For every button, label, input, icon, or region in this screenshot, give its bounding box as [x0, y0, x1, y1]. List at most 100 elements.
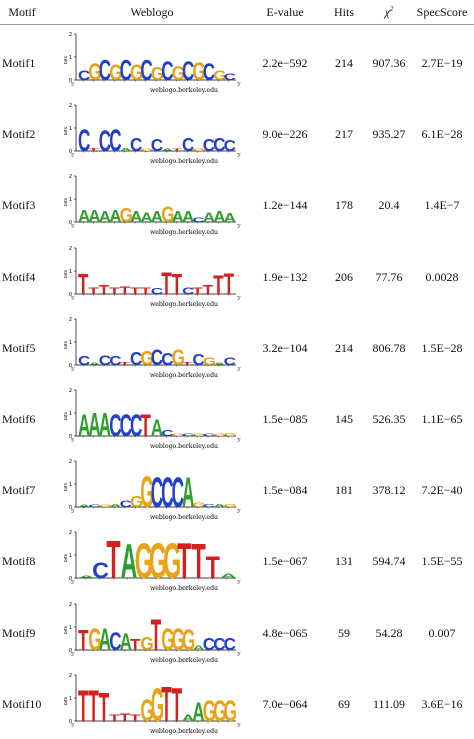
y-tick-label: 1: [69, 482, 72, 488]
logo-letter: T: [213, 270, 224, 300]
header-evalue: E-value: [266, 5, 304, 19]
logo-letter: T: [120, 284, 131, 296]
svg-text:C: C: [151, 135, 163, 155]
logo-letter: A: [99, 622, 111, 657]
logo-letter: A: [120, 147, 132, 152]
three-prime-label: 3′: [237, 580, 241, 586]
header-specscore: SpecScore: [416, 5, 468, 19]
logo-letter: C: [109, 409, 121, 444]
svg-text:A: A: [151, 209, 163, 226]
hits-cell: 145: [335, 412, 353, 426]
hits-cell: 59: [338, 625, 350, 640]
svg-text:T: T: [78, 624, 89, 655]
y-tick-label: 2: [69, 602, 72, 608]
three-prime-label: 3′: [237, 224, 241, 230]
svg-text:C: C: [78, 354, 91, 368]
y-tick-label: 0: [69, 363, 72, 369]
svg-text:C: C: [213, 633, 225, 653]
table-row: Motif10 7.0e−064 69 111.09 3.6E−16 2 1 0 bits 5′ 3…: [0, 667, 474, 739]
logo-letter: T: [140, 409, 151, 444]
logo-letter: G: [140, 346, 153, 369]
svg-text:C: C: [224, 633, 236, 653]
logo-letter: C: [99, 353, 111, 368]
svg-text:A: A: [78, 409, 90, 444]
table-row: Motif8 1.5e−067 131 594.74 1.5E−55 2 1 0 bits 5′ 3…: [0, 524, 474, 596]
svg-text:C: C: [109, 354, 122, 368]
logo-letter: G: [192, 58, 205, 86]
motif-name: Motif7: [2, 483, 36, 498]
svg-text:A: A: [161, 148, 174, 152]
hits-cell: 214: [335, 56, 353, 70]
svg-text:A: A: [224, 211, 237, 225]
logo-letter: A: [172, 209, 184, 226]
three-prime-label: 3′: [237, 295, 241, 301]
svg-text:A: A: [172, 209, 184, 226]
evalue-cell: 7.0e−064: [262, 696, 308, 711]
svg-text:C: C: [99, 55, 111, 86]
svg-text:C: C: [224, 356, 236, 368]
specscore-cell: 1.5E−55: [421, 554, 463, 569]
svg-text:C: C: [182, 134, 194, 155]
y-tick-label: 1: [69, 55, 72, 61]
svg-text:C: C: [99, 125, 111, 158]
specscore-cell: 2.7E−19: [421, 56, 463, 70]
logo-letter: C: [192, 217, 204, 224]
logo-letter: G: [192, 501, 205, 508]
logo-letter: A: [88, 206, 100, 226]
specscore-cell: 1.1E−65: [421, 412, 463, 426]
logo-letter: T: [203, 283, 213, 297]
svg-text:A: A: [121, 535, 138, 590]
svg-text:G: G: [140, 148, 153, 152]
svg-text:T: T: [109, 712, 120, 723]
motif-name: Motif3: [2, 198, 36, 213]
logo-letter: G: [130, 61, 143, 86]
logo-letter: A: [78, 576, 95, 580]
logo-letter: C: [203, 633, 215, 653]
svg-text:T: T: [140, 409, 151, 444]
logo-letter: A: [109, 206, 121, 226]
hits-cell: 131: [335, 554, 353, 569]
logo-letter: C: [109, 354, 122, 368]
logo-letter: G: [130, 494, 143, 511]
logo-letter: A: [220, 573, 237, 580]
logo-letter: T: [120, 361, 131, 366]
svg-text:G: G: [172, 622, 185, 657]
logo-letter: A: [151, 209, 163, 226]
logo-letter: G: [88, 622, 101, 657]
svg-text:C: C: [203, 503, 215, 508]
logo-letter: T: [192, 285, 203, 296]
table-row: Motif9 4.8e−065 59 54.28 0.007 2 1 0 bits 5′ 3′ T G A…: [0, 596, 474, 668]
svg-text:C: C: [130, 134, 142, 155]
weblogo-credit: weblogo.berkeley.edu: [150, 158, 218, 165]
svg-text:A: A: [78, 504, 91, 508]
five-prime-label: 5′: [71, 722, 75, 728]
logo-letter: G: [140, 469, 153, 518]
bits-axis-label: bits: [64, 198, 69, 207]
svg-text:T: T: [120, 361, 131, 366]
svg-text:T: T: [120, 712, 131, 724]
logo-letter: T: [172, 268, 183, 299]
svg-text:T: T: [172, 148, 183, 152]
y-tick-label: 0: [69, 434, 72, 440]
three-prime-label: 3′: [237, 438, 241, 444]
logo-letter: C: [224, 71, 236, 82]
logo-letter: T: [78, 268, 89, 299]
chi-squared-cell: 20.4: [378, 198, 400, 213]
svg-text:A: A: [99, 622, 111, 657]
five-prime-label: 5′: [71, 295, 75, 301]
logo-letter: A: [213, 362, 226, 366]
chi-squared-cell: 806.78: [372, 340, 406, 355]
svg-text:A: A: [88, 362, 101, 366]
logo-letter: C: [203, 59, 215, 85]
evalue-cell: 4.8e−065: [262, 625, 308, 640]
logo-letter: A: [140, 211, 152, 226]
five-prime-label: 5′: [71, 580, 75, 586]
svg-text:G: G: [192, 58, 205, 86]
y-tick-label: 2: [69, 388, 72, 394]
svg-text:G: G: [224, 503, 237, 508]
weblogo-credit: weblogo.berkeley.edu: [150, 229, 218, 236]
five-prime-label: 5′: [71, 153, 75, 159]
bits-axis-label: bits: [64, 55, 69, 64]
